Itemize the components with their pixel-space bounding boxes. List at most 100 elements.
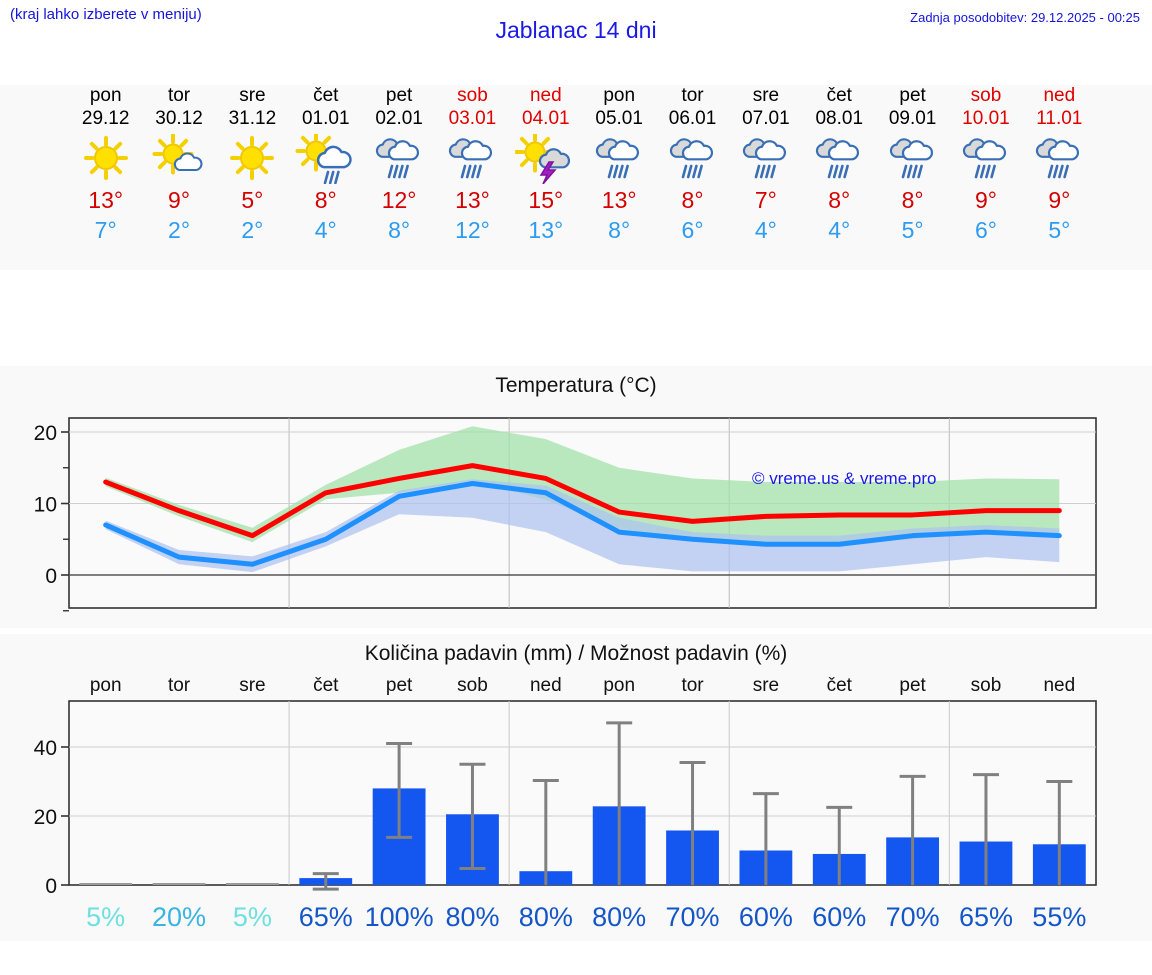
temperature-max: 8° (901, 187, 924, 213)
precipitation-probability: 80% (592, 902, 646, 932)
weather-icon-wrap (580, 133, 658, 185)
day-of-week: pon (603, 85, 636, 106)
temperature-max: 9° (1048, 187, 1071, 213)
menu-hint: (kraj lahko izberete v meniju) (10, 6, 202, 23)
y-tick-label: 20 (34, 806, 57, 829)
precipitation-chart: 0 20 40 pon 5% tor 20% sre 5% čet 65% pet 100% sob 80%… (34, 675, 1097, 932)
day-column[interactable]: čet 08.01 8° 4° (800, 85, 878, 245)
precipitation-probability: 65% (959, 902, 1013, 932)
day-column[interactable]: tor 30.12 9° 2° (140, 85, 218, 245)
temperature-max: 9° (974, 187, 997, 213)
weather-icon-wrap (67, 133, 145, 185)
temperature-max: 13° (88, 187, 124, 213)
day-of-week: tor (167, 85, 191, 106)
weather-icon-wrap (433, 133, 511, 185)
day-of-week: tor (681, 85, 704, 106)
day-date: 04.01 (522, 108, 570, 129)
day-of-week: sre (239, 85, 266, 106)
day-column[interactable]: sre 31.12 5° 2° (213, 85, 291, 245)
precipitation-probability: 60% (812, 902, 866, 932)
sun-icon (83, 136, 128, 180)
uncertainty-band (105, 479, 1060, 573)
temperature-min: 2° (241, 217, 264, 243)
precipitation-probability: 5% (233, 902, 272, 932)
precipitation-chart-panel: Količina padavin (mm) / Možnost padavin … (0, 634, 1152, 941)
day-of-week: pon (89, 85, 122, 106)
day-of-week: čet (826, 85, 852, 106)
cloud-rain-icon (889, 138, 933, 179)
day-column[interactable]: tor 06.01 8° 6° (654, 85, 732, 245)
day-date: 03.01 (448, 108, 497, 129)
precipitation-probability: 70% (666, 902, 720, 932)
temperature-max: 8° (314, 187, 337, 213)
day-column[interactable]: pon 05.01 13° 8° (580, 85, 658, 245)
series-line (103, 463, 1062, 539)
day-column[interactable]: pet 09.01 8° 5° (874, 85, 952, 245)
y-tick-label: 10 (34, 494, 57, 517)
copyright-label: © vreme.us & vreme.pro (752, 469, 937, 488)
cloud-rain-icon (449, 138, 493, 179)
weather-icon-wrap (800, 133, 878, 185)
weather-icon-wrap (947, 133, 1025, 185)
x-tick-label: tor (168, 675, 191, 696)
day-column[interactable]: ned 11.01 9° 5° (1020, 85, 1098, 245)
day-date: 30.12 (155, 108, 203, 129)
weather-icon-wrap (287, 133, 365, 185)
day-column[interactable]: sob 10.01 9° 6° (947, 85, 1025, 245)
temperature-min: 4° (754, 217, 777, 243)
precipitation-probability: 20% (152, 902, 206, 932)
precipitation-probability: 70% (886, 902, 940, 932)
temperature-min: 8° (608, 217, 631, 243)
last-updated: Zadnja posodobitev: 29.12.2025 - 00:25 (910, 10, 1140, 25)
temperature-max: 13° (601, 187, 637, 213)
weather-icon-wrap (727, 133, 805, 185)
temperature-chart: 0 10 20 (34, 417, 1097, 612)
day-of-week: pet (899, 85, 926, 106)
temperature-min: 8° (388, 217, 411, 243)
temperature-min: 6° (974, 217, 997, 243)
temperature-max: 7° (754, 187, 777, 213)
x-tick-label: čet (313, 675, 339, 696)
x-tick-label: ned (530, 675, 562, 696)
day-of-week: čet (313, 85, 339, 106)
temperature-max: 8° (681, 187, 704, 213)
day-column[interactable]: pon 29.12 13° 7° (67, 85, 145, 245)
y-tick-label: 20 (34, 422, 57, 445)
y-tick-label: 40 (34, 737, 57, 760)
x-tick-label: pet (386, 675, 413, 696)
day-column[interactable]: sre 07.01 7° 4° (727, 85, 805, 245)
day-column[interactable]: pet 02.01 12° 8° (360, 85, 438, 245)
precipitation-probability: 55% (1032, 902, 1086, 932)
weather-icon-wrap (140, 133, 218, 185)
day-date: 08.01 (815, 108, 864, 129)
x-tick-label: čet (827, 675, 853, 696)
x-tick-label: sre (753, 675, 779, 696)
weather-icon-wrap (360, 133, 438, 185)
temperature-min: 4° (314, 217, 337, 243)
temperature-min: 6° (681, 217, 704, 243)
x-tick-label: tor (681, 675, 704, 696)
weather-icon-wrap (1020, 133, 1098, 185)
day-column[interactable]: ned 04.01 15° 13° (507, 85, 585, 245)
day-column[interactable]: sob 03.01 13° 12° (433, 85, 511, 245)
precipitation-bar[interactable] (225, 883, 279, 885)
day-of-week: pet (385, 85, 413, 106)
day-column[interactable]: čet 01.01 8° 4° (287, 85, 365, 245)
day-of-week: ned (1043, 85, 1076, 106)
precipitation-bar[interactable] (79, 883, 133, 885)
temperature-max: 5° (241, 187, 264, 213)
temperature-min: 12° (455, 217, 490, 243)
weather-icon-wrap (874, 133, 952, 185)
top-bar: (kraj lahko izberete v meniju) Jablanac … (0, 0, 1152, 48)
sun-cloud-storm-icon (514, 134, 570, 184)
temperature-chart-title: Temperatura (°C) (495, 374, 657, 397)
weather-icon-wrap (507, 133, 585, 185)
precipitation-bar[interactable] (152, 883, 206, 885)
day-of-week: ned (529, 85, 562, 106)
precipitation-probability: 80% (519, 902, 573, 932)
day-date: 01.01 (301, 108, 350, 129)
temperature-min: 5° (901, 217, 924, 243)
plot-area (68, 700, 1097, 886)
cloud-rain-icon (742, 138, 786, 179)
day-date: 10.01 (962, 108, 1010, 129)
